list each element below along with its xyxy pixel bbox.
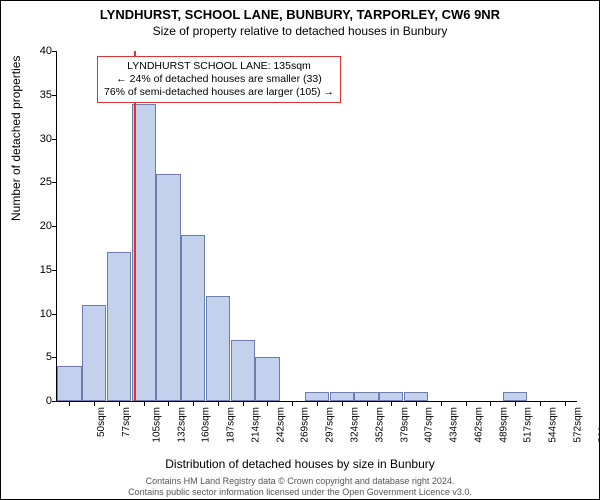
x-tick-label: 50sqm [96, 407, 107, 437]
x-tick-label: 489sqm [498, 407, 509, 443]
x-tick-label: 407sqm [424, 407, 435, 443]
chart-container: LYNDHURST, SCHOOL LANE, BUNBURY, TARPORL… [0, 0, 600, 500]
x-tick-label: 352sqm [374, 407, 385, 443]
plot-area: LYNDHURST SCHOOL LANE: 135sqm ← 24% of d… [56, 51, 577, 402]
y-tick-mark [52, 139, 57, 140]
y-tick-label: 5 [22, 351, 52, 363]
chart-title-main: LYNDHURST, SCHOOL LANE, BUNBURY, TARPORL… [1, 7, 599, 22]
y-tick-mark [52, 95, 57, 96]
x-tick-mark [69, 401, 70, 406]
x-axis-label: Distribution of detached houses by size … [1, 457, 599, 471]
y-tick-label: 10 [22, 308, 52, 320]
x-tick-mark [565, 401, 566, 406]
footnote-line1: Contains HM Land Registry data © Crown c… [146, 476, 455, 486]
histogram-bar [231, 340, 255, 401]
x-tick-mark [416, 401, 417, 406]
x-tick-mark [540, 401, 541, 406]
info-box: LYNDHURST SCHOOL LANE: 135sqm ← 24% of d… [97, 56, 341, 103]
histogram-bar [206, 296, 230, 401]
histogram-bar [57, 366, 81, 401]
x-tick-mark [490, 401, 491, 406]
x-tick-mark [391, 401, 392, 406]
histogram-bar [181, 235, 205, 401]
x-tick-label: 187sqm [226, 407, 237, 443]
histogram-bar [404, 392, 428, 401]
x-tick-label: 242sqm [275, 407, 286, 443]
y-tick-mark [52, 357, 57, 358]
y-tick-label: 0 [22, 395, 52, 407]
marker-line [134, 51, 136, 401]
footnote: Contains HM Land Registry data © Crown c… [1, 476, 599, 497]
x-tick-mark [144, 401, 145, 406]
histogram-bar [354, 392, 378, 401]
x-tick-label: 379sqm [399, 407, 410, 443]
y-tick-label: 25 [22, 176, 52, 188]
x-tick-mark [168, 401, 169, 406]
y-tick-label: 40 [22, 45, 52, 57]
x-tick-label: 297sqm [325, 407, 336, 443]
histogram-bar [379, 392, 403, 401]
y-tick-mark [52, 182, 57, 183]
x-tick-mark [243, 401, 244, 406]
histogram-bar [503, 392, 527, 401]
y-axis-label: Number of detached properties [9, 56, 23, 221]
histogram-bar [107, 252, 131, 401]
y-tick-mark [52, 226, 57, 227]
x-tick-label: 324sqm [350, 407, 361, 443]
x-tick-label: 77sqm [121, 407, 132, 437]
histogram-bar [82, 305, 106, 401]
y-tick-mark [52, 314, 57, 315]
x-tick-label: 214sqm [251, 407, 262, 443]
y-tick-label: 30 [22, 133, 52, 145]
x-tick-mark [193, 401, 194, 406]
y-tick-mark [52, 51, 57, 52]
x-tick-mark [267, 401, 268, 406]
x-tick-label: 132sqm [176, 407, 187, 443]
x-tick-mark [292, 401, 293, 406]
x-tick-label: 544sqm [548, 407, 559, 443]
y-tick-mark [52, 270, 57, 271]
info-box-line3: 76% of semi-detached houses are larger (… [104, 86, 334, 99]
x-tick-label: 572sqm [572, 407, 583, 443]
histogram-bar [305, 392, 329, 401]
x-tick-mark [367, 401, 368, 406]
x-tick-mark [342, 401, 343, 406]
x-tick-mark [218, 401, 219, 406]
y-tick-label: 35 [22, 89, 52, 101]
histogram-bar [330, 392, 354, 401]
histogram-bar [156, 174, 180, 402]
x-tick-mark [94, 401, 95, 406]
y-tick-mark [52, 401, 57, 402]
footnote-line2: Contains public sector information licen… [128, 487, 472, 497]
y-tick-label: 15 [22, 264, 52, 276]
info-box-line1: LYNDHURST SCHOOL LANE: 135sqm [104, 60, 334, 73]
x-tick-mark [515, 401, 516, 406]
x-tick-label: 105sqm [151, 407, 162, 443]
x-tick-mark [119, 401, 120, 406]
x-tick-mark [317, 401, 318, 406]
histogram-bar [255, 357, 279, 401]
x-tick-label: 269sqm [300, 407, 311, 443]
x-tick-mark [441, 401, 442, 406]
x-tick-label: 160sqm [201, 407, 212, 443]
info-box-line2: ← 24% of detached houses are smaller (33… [104, 73, 334, 86]
x-tick-label: 517sqm [523, 407, 534, 443]
x-tick-mark [466, 401, 467, 406]
x-tick-label: 434sqm [449, 407, 460, 443]
chart-title-sub: Size of property relative to detached ho… [1, 24, 599, 38]
x-tick-label: 462sqm [473, 407, 484, 443]
y-tick-label: 20 [22, 220, 52, 232]
